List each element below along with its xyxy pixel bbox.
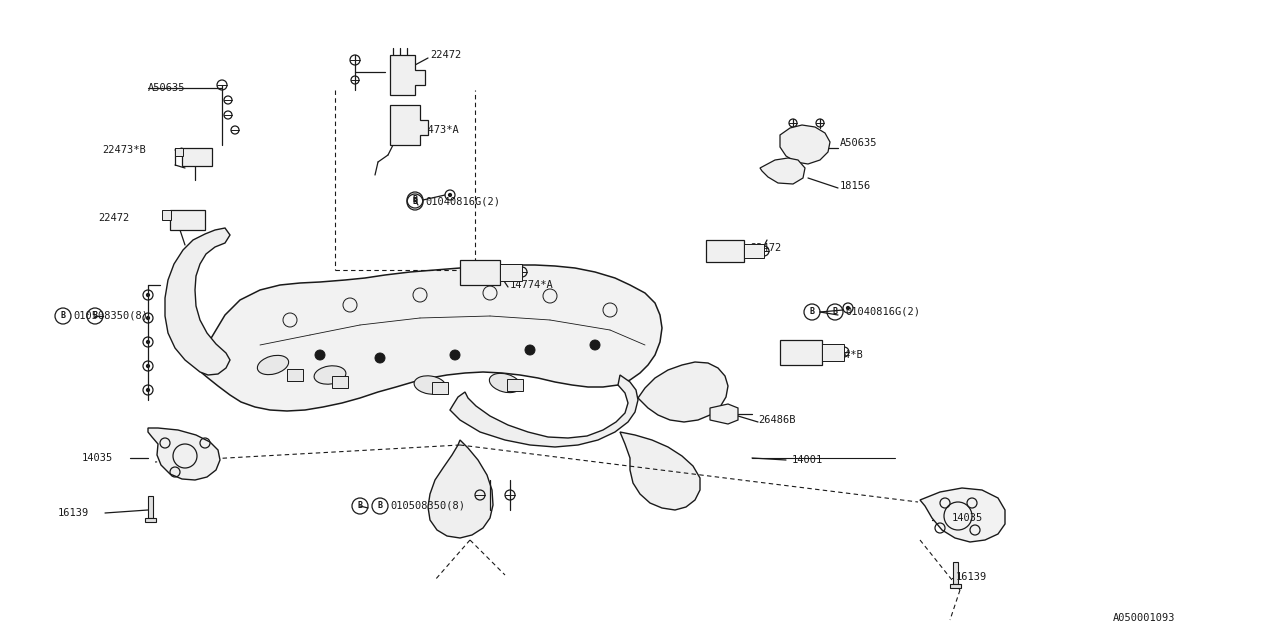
Bar xyxy=(332,376,348,388)
Text: 14774*A: 14774*A xyxy=(509,280,554,290)
Text: 16139: 16139 xyxy=(58,508,90,518)
Circle shape xyxy=(146,388,150,392)
Ellipse shape xyxy=(489,373,521,392)
Text: 01040816G(2): 01040816G(2) xyxy=(425,197,500,207)
Polygon shape xyxy=(637,362,728,422)
Text: 22472: 22472 xyxy=(750,243,781,253)
Text: A50635: A50635 xyxy=(148,83,186,93)
Text: 14035: 14035 xyxy=(952,513,983,523)
Text: B: B xyxy=(92,312,97,321)
Text: 16139: 16139 xyxy=(956,572,987,582)
Text: B: B xyxy=(412,195,417,205)
Text: 01040816G(2): 01040816G(2) xyxy=(845,307,920,317)
Text: 26486B: 26486B xyxy=(758,415,795,425)
Text: 14035: 14035 xyxy=(82,453,113,463)
Text: B: B xyxy=(412,198,417,207)
Polygon shape xyxy=(428,440,493,538)
Text: 22473*A: 22473*A xyxy=(415,125,458,135)
Circle shape xyxy=(375,353,385,363)
Bar xyxy=(163,210,172,220)
Circle shape xyxy=(315,350,325,360)
Polygon shape xyxy=(451,375,637,447)
Bar xyxy=(780,340,822,365)
Circle shape xyxy=(846,307,850,310)
Ellipse shape xyxy=(415,376,445,394)
Polygon shape xyxy=(390,105,428,145)
Bar xyxy=(148,496,154,518)
Text: 14001: 14001 xyxy=(792,455,823,465)
Circle shape xyxy=(525,345,535,355)
Circle shape xyxy=(451,350,460,360)
Circle shape xyxy=(146,340,150,344)
Text: 010508350(8): 010508350(8) xyxy=(390,501,465,511)
Text: B: B xyxy=(60,312,65,321)
Polygon shape xyxy=(780,125,829,164)
Bar xyxy=(822,344,844,361)
Text: B: B xyxy=(809,307,814,317)
Text: 22473*B: 22473*B xyxy=(102,145,146,155)
Polygon shape xyxy=(148,428,220,480)
Ellipse shape xyxy=(257,355,288,374)
Bar xyxy=(744,244,764,258)
Text: 010508350(8): 010508350(8) xyxy=(73,311,148,321)
Polygon shape xyxy=(760,158,805,184)
Bar xyxy=(145,518,156,522)
Bar xyxy=(500,264,522,281)
Bar xyxy=(460,260,500,285)
Text: B: B xyxy=(832,307,837,317)
Text: 22472: 22472 xyxy=(430,50,461,60)
Text: 14774*B: 14774*B xyxy=(820,350,864,360)
Polygon shape xyxy=(620,432,700,510)
Text: B: B xyxy=(378,502,383,511)
Ellipse shape xyxy=(314,366,346,384)
Bar xyxy=(507,379,524,391)
Text: 22472: 22472 xyxy=(99,213,129,223)
Bar xyxy=(175,148,183,156)
Circle shape xyxy=(146,365,150,367)
Bar xyxy=(182,148,212,166)
Polygon shape xyxy=(710,404,739,424)
Polygon shape xyxy=(200,265,662,411)
Circle shape xyxy=(146,317,150,319)
Text: A50635: A50635 xyxy=(840,138,878,148)
Bar xyxy=(954,562,957,584)
Polygon shape xyxy=(165,228,230,375)
Text: A050001093: A050001093 xyxy=(1112,613,1175,623)
Circle shape xyxy=(590,340,600,350)
Bar xyxy=(170,210,205,230)
Bar xyxy=(433,382,448,394)
Bar xyxy=(707,240,744,262)
Bar xyxy=(950,584,961,588)
Text: 18156: 18156 xyxy=(840,181,872,191)
Polygon shape xyxy=(920,488,1005,542)
Bar xyxy=(287,369,303,381)
Text: B: B xyxy=(357,502,362,511)
Circle shape xyxy=(146,294,150,296)
Polygon shape xyxy=(390,55,425,95)
Circle shape xyxy=(448,193,452,196)
